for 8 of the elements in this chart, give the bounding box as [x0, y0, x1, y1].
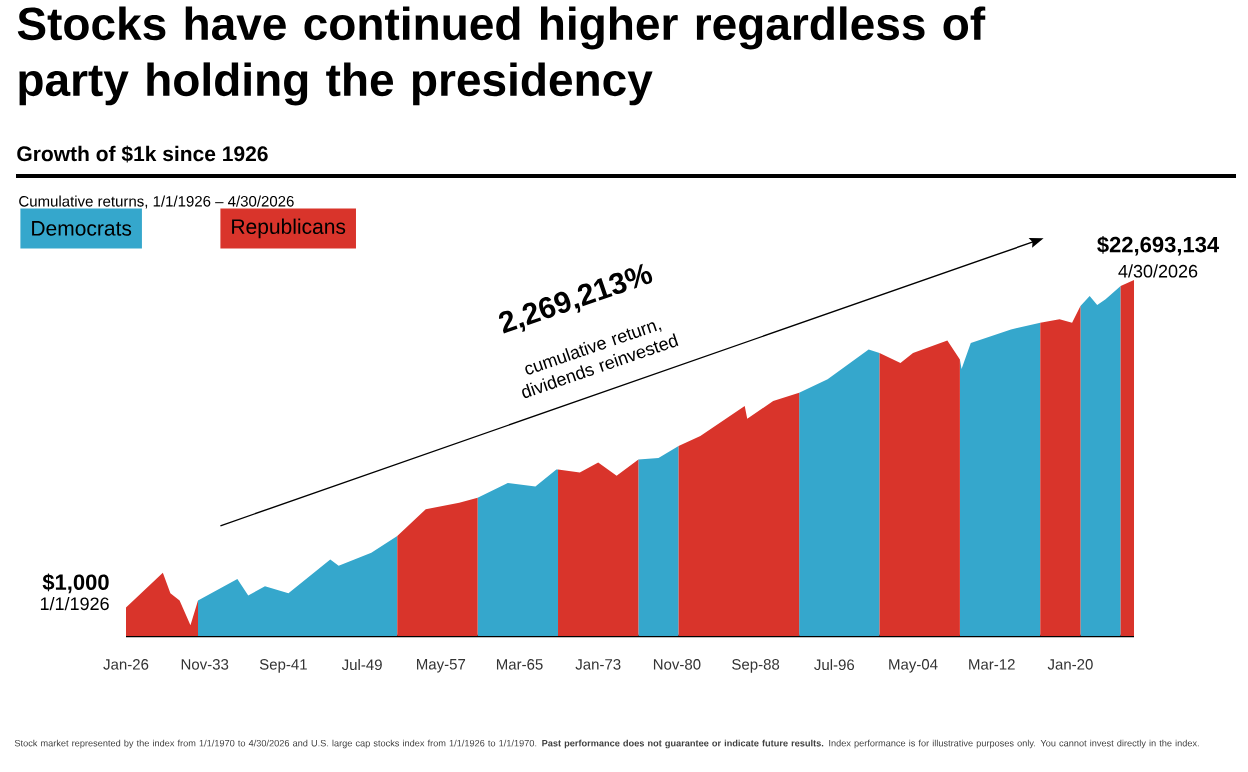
- text: Democrats: [32, 221, 132, 236]
- annotation: 1/1/1926: [40, 596, 109, 611]
- chart-title: Stocks have continued higher regardless of party holding the presidency: [17, 6, 986, 106]
- annotation: 4/30/2026: [1118, 264, 1198, 278]
- annotation: $1,000: [42, 573, 109, 594]
- annotation: $22,693,134: [1097, 235, 1220, 256]
- text: Republicans: [232, 218, 346, 239]
- chart-subtitle: Growth of $1k since 1926: [17, 145, 268, 163]
